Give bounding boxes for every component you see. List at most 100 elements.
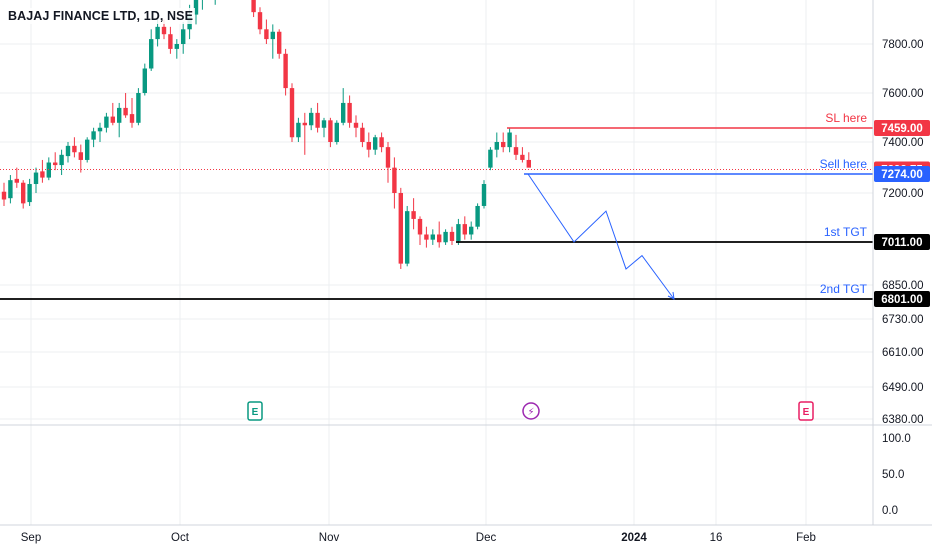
candle-up[interactable] <box>142 68 147 94</box>
earnings-marker[interactable]: E <box>247 401 263 421</box>
level-name: 2nd TGT <box>820 282 868 296</box>
price-badge[interactable] <box>874 291 930 307</box>
candle-down[interactable] <box>14 178 19 183</box>
time-tick-label: Feb <box>796 532 816 544</box>
candle-down[interactable] <box>385 147 391 168</box>
candle-down[interactable] <box>302 122 307 126</box>
candle-down[interactable] <box>1 191 7 200</box>
candle-up[interactable] <box>430 234 435 240</box>
candle-down[interactable] <box>424 234 429 240</box>
candle-down[interactable] <box>72 145 77 153</box>
candle-up[interactable] <box>481 184 487 206</box>
candle-down[interactable] <box>353 122 359 128</box>
candle-up[interactable] <box>65 145 71 157</box>
candle-down[interactable] <box>526 159 531 168</box>
candle-up[interactable] <box>456 224 461 241</box>
candle-down[interactable] <box>123 107 128 116</box>
candle-up[interactable] <box>59 154 64 166</box>
candle-up[interactable] <box>33 172 39 185</box>
candle-down[interactable] <box>251 0 256 13</box>
price-badge[interactable] <box>874 120 930 136</box>
price-badge-label: 6801.00 <box>881 294 923 306</box>
candle-up[interactable] <box>309 112 314 126</box>
price-badge[interactable] <box>874 234 930 250</box>
candle-up[interactable] <box>104 116 109 128</box>
candle-down[interactable] <box>315 112 320 128</box>
candle-down[interactable] <box>449 231 455 241</box>
level-name: Sell here <box>820 157 868 171</box>
dividend-glyph: ⚡ <box>527 407 534 418</box>
price-badge[interactable] <box>874 166 930 182</box>
candle-down[interactable] <box>520 154 525 160</box>
candle-up[interactable] <box>475 205 480 227</box>
earnings-glyph: E <box>803 407 810 418</box>
candle-up[interactable] <box>334 122 339 142</box>
candle-down[interactable] <box>417 218 423 235</box>
projection-line[interactable] <box>527 173 675 300</box>
candle-up[interactable] <box>494 142 499 150</box>
candle-up[interactable] <box>8 180 13 199</box>
candle-down[interactable] <box>513 147 519 155</box>
candle-up[interactable] <box>97 127 103 132</box>
dividend-icon <box>522 402 540 420</box>
candle-up[interactable] <box>341 102 346 123</box>
candle-down[interactable] <box>283 53 288 89</box>
time-tick-label: Nov <box>319 532 340 544</box>
candle-down[interactable] <box>347 102 352 123</box>
candle-down[interactable] <box>328 120 333 142</box>
time-tick-label: 2024 <box>621 532 647 544</box>
candle-down[interactable] <box>168 34 173 49</box>
candle-up[interactable] <box>405 211 410 264</box>
candle-up[interactable] <box>181 29 186 44</box>
candle-up[interactable] <box>443 231 448 243</box>
candle-down[interactable] <box>398 193 403 264</box>
candle-down[interactable] <box>110 116 115 123</box>
candle-up[interactable] <box>296 122 301 138</box>
candle-up[interactable] <box>488 149 493 168</box>
candle-down[interactable] <box>411 211 416 219</box>
candle-up[interactable] <box>321 120 327 128</box>
candle-down[interactable] <box>264 29 269 40</box>
projection-path[interactable] <box>527 173 675 300</box>
candle-up[interactable] <box>136 93 141 123</box>
candle-down[interactable] <box>129 114 135 123</box>
candle-up[interactable] <box>91 131 96 140</box>
event-markers[interactable]: E ⚡ E <box>247 401 814 421</box>
candle-up[interactable] <box>469 226 474 235</box>
candle-up[interactable] <box>85 139 90 160</box>
candle-down[interactable] <box>462 224 467 235</box>
dividend-marker[interactable]: ⚡ <box>522 402 540 420</box>
candle-up[interactable] <box>46 162 51 178</box>
candle-down[interactable] <box>289 88 295 138</box>
candle-up[interactable] <box>149 39 154 69</box>
candle-up[interactable] <box>193 0 199 15</box>
candle-down[interactable] <box>257 12 263 30</box>
candle-down[interactable] <box>360 127 365 142</box>
candle-up[interactable] <box>270 31 275 40</box>
indicator-tick-label: 50.0 <box>882 469 904 481</box>
earnings-marker[interactable]: E <box>798 401 814 421</box>
candle-up[interactable] <box>155 26 160 40</box>
candle-down[interactable] <box>392 167 397 193</box>
price-tick-label: 6380.00 <box>882 414 924 426</box>
candle-down[interactable] <box>366 142 371 150</box>
candle-down[interactable] <box>501 142 506 148</box>
candle-down[interactable] <box>437 234 442 243</box>
candle-up[interactable] <box>174 44 179 49</box>
candle-down[interactable] <box>277 31 282 54</box>
candle-down[interactable] <box>53 162 58 166</box>
levels[interactable]: SL here Sell here 1st TGT 2nd TGT <box>0 111 873 300</box>
candles[interactable] <box>1 0 531 269</box>
candle-up[interactable] <box>373 137 378 150</box>
candle-up[interactable] <box>117 107 122 123</box>
candle-down[interactable] <box>21 182 26 204</box>
candle-up[interactable] <box>27 184 32 203</box>
candle-down[interactable] <box>379 137 384 148</box>
candle-down[interactable] <box>161 26 167 35</box>
candle-down[interactable] <box>78 152 83 160</box>
projection-arrowhead <box>667 291 675 300</box>
candle-down[interactable] <box>40 171 45 178</box>
candle-up[interactable] <box>507 132 512 148</box>
